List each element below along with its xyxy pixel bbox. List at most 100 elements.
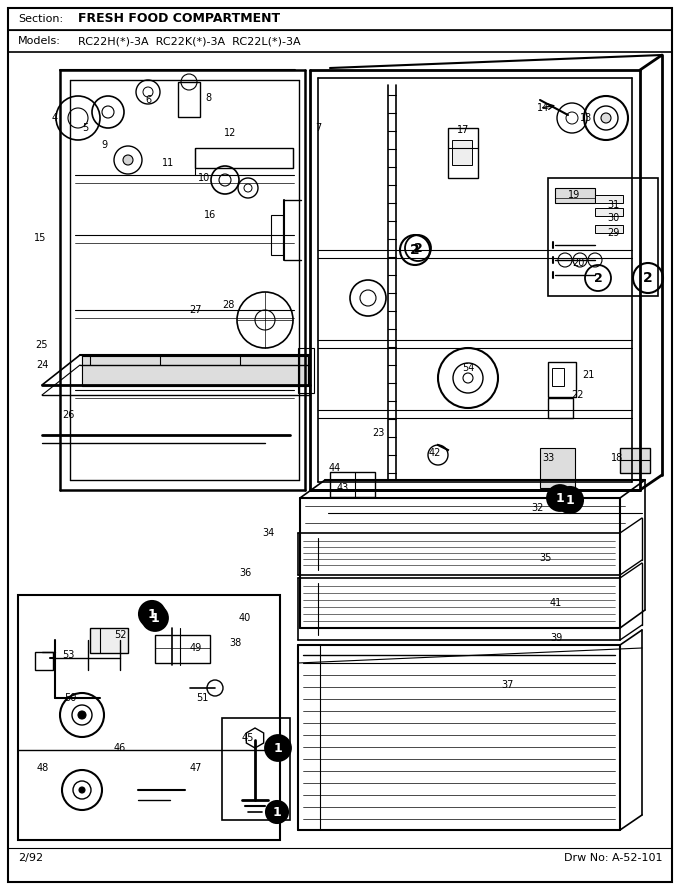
Circle shape xyxy=(78,711,86,719)
Text: 50: 50 xyxy=(64,693,76,703)
Text: 54: 54 xyxy=(462,363,474,373)
Text: 4: 4 xyxy=(52,113,58,123)
Text: Section:: Section: xyxy=(18,14,63,24)
Text: 1: 1 xyxy=(148,608,156,620)
Text: 11: 11 xyxy=(162,158,174,168)
Text: 37: 37 xyxy=(502,680,514,690)
Bar xyxy=(548,362,576,397)
Text: 16: 16 xyxy=(204,210,216,220)
Text: 7: 7 xyxy=(315,123,321,133)
Circle shape xyxy=(547,485,573,511)
Bar xyxy=(90,628,128,653)
Text: 36: 36 xyxy=(239,568,251,578)
Text: 47: 47 xyxy=(190,763,202,773)
Text: 2: 2 xyxy=(410,243,420,257)
Bar xyxy=(178,82,200,117)
Text: 42: 42 xyxy=(429,448,441,458)
Text: 14: 14 xyxy=(537,103,549,113)
Circle shape xyxy=(139,601,165,627)
Text: 43: 43 xyxy=(337,483,349,493)
Circle shape xyxy=(265,735,291,761)
Text: 38: 38 xyxy=(229,638,241,648)
Bar xyxy=(555,188,595,203)
Text: 23: 23 xyxy=(372,428,384,438)
Circle shape xyxy=(79,787,85,793)
Text: 44: 44 xyxy=(329,463,341,473)
Bar xyxy=(222,718,290,820)
Text: 20: 20 xyxy=(572,258,584,268)
Text: 29: 29 xyxy=(607,228,619,238)
Text: 53: 53 xyxy=(62,650,74,660)
Text: 41: 41 xyxy=(550,598,562,608)
Text: FRESH FOOD COMPARTMENT: FRESH FOOD COMPARTMENT xyxy=(78,12,280,26)
Circle shape xyxy=(601,113,611,123)
Polygon shape xyxy=(82,356,308,386)
Text: Models:: Models: xyxy=(18,36,61,46)
Text: 21: 21 xyxy=(582,370,594,380)
Text: 31: 31 xyxy=(607,200,619,210)
Text: 12: 12 xyxy=(224,128,236,138)
Bar xyxy=(548,398,573,418)
Bar xyxy=(620,448,650,473)
Text: 9: 9 xyxy=(101,140,107,150)
Bar xyxy=(271,215,283,255)
Bar xyxy=(18,595,280,840)
Text: 10: 10 xyxy=(198,173,210,183)
Text: 24: 24 xyxy=(36,360,48,370)
Text: 32: 32 xyxy=(532,503,544,513)
Text: 34: 34 xyxy=(262,528,274,538)
Text: 49: 49 xyxy=(190,643,202,653)
Text: 1: 1 xyxy=(273,741,282,755)
Text: 2: 2 xyxy=(594,271,602,285)
Bar xyxy=(35,652,53,670)
Text: 51: 51 xyxy=(196,693,208,703)
Bar xyxy=(540,448,575,488)
Circle shape xyxy=(123,155,133,165)
Text: 1: 1 xyxy=(151,611,159,625)
Bar xyxy=(8,30,672,52)
Bar xyxy=(595,225,623,233)
Text: 22: 22 xyxy=(572,390,584,400)
Circle shape xyxy=(142,605,168,631)
Bar xyxy=(195,148,293,168)
Text: 19: 19 xyxy=(568,190,580,200)
Bar xyxy=(595,195,623,203)
Text: 1: 1 xyxy=(273,805,282,819)
Text: 6: 6 xyxy=(145,95,151,105)
Text: 17: 17 xyxy=(457,125,469,135)
Text: 13: 13 xyxy=(580,113,592,123)
Bar xyxy=(298,348,314,393)
Bar xyxy=(448,128,478,178)
Text: 1: 1 xyxy=(556,491,564,505)
Text: 26: 26 xyxy=(62,410,74,420)
Circle shape xyxy=(557,487,583,513)
Text: 30: 30 xyxy=(607,213,619,223)
Text: 40: 40 xyxy=(239,613,251,623)
Bar xyxy=(595,208,623,216)
Text: 28: 28 xyxy=(222,300,234,310)
Text: 33: 33 xyxy=(542,453,554,463)
Text: 1: 1 xyxy=(566,493,575,506)
Text: 2/92: 2/92 xyxy=(18,853,43,863)
Text: 5: 5 xyxy=(82,123,88,133)
Text: 39: 39 xyxy=(550,633,562,643)
Bar xyxy=(155,635,210,663)
Text: 45: 45 xyxy=(242,733,254,743)
Text: 2: 2 xyxy=(643,271,653,285)
Circle shape xyxy=(266,801,288,823)
Bar xyxy=(330,472,375,497)
Text: 46: 46 xyxy=(114,743,126,753)
Text: 35: 35 xyxy=(539,553,551,563)
Text: 2: 2 xyxy=(413,241,422,255)
Text: 15: 15 xyxy=(34,233,46,243)
Text: RC22H(*)-3A  RC22K(*)-3A  RC22L(*)-3A: RC22H(*)-3A RC22K(*)-3A RC22L(*)-3A xyxy=(78,36,301,46)
Text: Drw No: A-52-101: Drw No: A-52-101 xyxy=(564,853,662,863)
Text: 25: 25 xyxy=(36,340,48,350)
Text: 27: 27 xyxy=(190,305,202,315)
Bar xyxy=(452,140,472,165)
Text: 48: 48 xyxy=(37,763,49,773)
Text: 8: 8 xyxy=(205,93,211,103)
Text: 52: 52 xyxy=(114,630,126,640)
Text: 18: 18 xyxy=(611,453,623,463)
Bar xyxy=(552,368,564,386)
